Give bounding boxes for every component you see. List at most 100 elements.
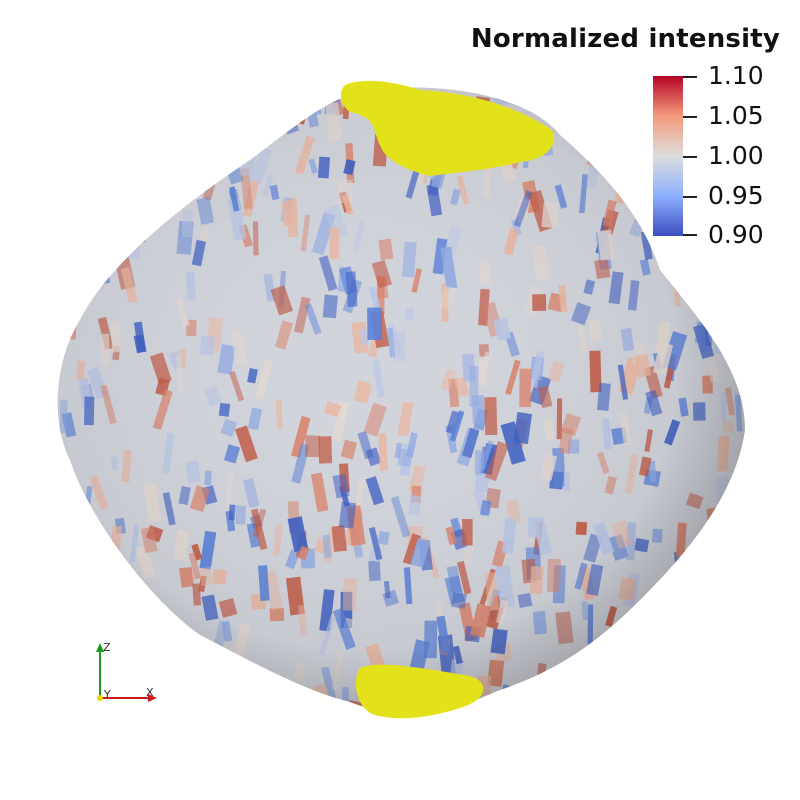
surface-patch bbox=[69, 108, 90, 152]
surface-patch bbox=[295, 707, 320, 713]
surface-patch bbox=[261, 701, 278, 713]
surface-patch bbox=[746, 352, 768, 389]
surface-patch bbox=[687, 96, 696, 114]
surface-patch bbox=[220, 665, 231, 704]
surface-patch bbox=[347, 719, 356, 733]
surface-patch bbox=[95, 228, 115, 268]
surface-patch bbox=[166, 656, 177, 687]
surface-patch bbox=[143, 105, 156, 144]
surface-patch bbox=[702, 626, 723, 664]
surface-patch bbox=[675, 566, 691, 606]
surface-patch bbox=[559, 87, 577, 120]
axis-x-label: X bbox=[146, 686, 154, 699]
surface-patch bbox=[240, 103, 252, 142]
surface-patch bbox=[291, 723, 301, 739]
surface-patch bbox=[72, 158, 82, 181]
surface-patch bbox=[135, 142, 146, 161]
surface-patch bbox=[69, 598, 84, 619]
surface-patch bbox=[129, 111, 144, 133]
surface-patch bbox=[61, 478, 75, 514]
surface-patch bbox=[708, 288, 720, 329]
surface-patch bbox=[76, 198, 86, 229]
surface-patch bbox=[639, 138, 653, 170]
orientation-axes bbox=[96, 643, 157, 702]
surface-patch bbox=[660, 674, 675, 708]
surface-patch bbox=[60, 673, 71, 693]
surface-patch bbox=[715, 654, 734, 692]
surface-patch bbox=[114, 624, 125, 645]
surface-patch bbox=[83, 612, 93, 628]
surface-patch bbox=[64, 683, 76, 699]
surface-patch bbox=[704, 645, 724, 681]
surface-patch bbox=[681, 697, 697, 713]
surface-patch bbox=[65, 604, 82, 641]
surface-patch bbox=[688, 247, 706, 289]
surface-patch bbox=[719, 706, 733, 713]
surface-patch bbox=[704, 260, 722, 296]
axis-z-label: Z bbox=[103, 641, 111, 654]
surface-patch bbox=[257, 89, 273, 126]
surface-patch bbox=[125, 604, 139, 636]
surface-patch bbox=[719, 656, 740, 682]
surface-patch bbox=[183, 636, 193, 674]
surface-patch bbox=[595, 662, 618, 692]
colorbar-tick bbox=[683, 234, 697, 236]
surface-patch bbox=[697, 671, 709, 696]
surface-patch bbox=[590, 672, 598, 688]
surface-patch bbox=[83, 509, 95, 536]
surface-patch bbox=[155, 626, 166, 664]
surface-patch bbox=[732, 331, 745, 368]
surface-patch bbox=[57, 111, 76, 155]
surface-patch bbox=[616, 708, 638, 713]
surface-patch bbox=[62, 625, 73, 645]
surface-patch bbox=[702, 721, 721, 756]
surface-patch bbox=[232, 678, 248, 713]
south-masked-region bbox=[355, 664, 484, 719]
surface-patch bbox=[663, 648, 681, 667]
surface-patch bbox=[626, 641, 642, 677]
surface-patch bbox=[706, 697, 725, 713]
surface-patch bbox=[608, 656, 625, 682]
surface-patch bbox=[745, 249, 759, 266]
surface-patch bbox=[698, 87, 708, 118]
surface-patch bbox=[649, 700, 665, 713]
surface-patch bbox=[110, 153, 117, 172]
surface-patch bbox=[57, 270, 71, 289]
surface-patch bbox=[741, 614, 745, 631]
surface-patch bbox=[689, 664, 704, 688]
surface-patch bbox=[702, 560, 716, 580]
surface-patch bbox=[640, 724, 655, 743]
surface-patch bbox=[571, 102, 583, 135]
colorbar-tick-label: 0.90 bbox=[708, 220, 764, 249]
surface-patch bbox=[65, 166, 84, 199]
surface-patch bbox=[139, 707, 156, 713]
surface-patch bbox=[684, 177, 703, 211]
surface-patch bbox=[635, 709, 647, 713]
surface-patch bbox=[99, 568, 117, 598]
surface-patch bbox=[691, 267, 703, 307]
surface-patch bbox=[84, 172, 92, 188]
surface-patch bbox=[718, 707, 734, 713]
surface-patch bbox=[507, 709, 519, 713]
surface-patch bbox=[749, 522, 760, 552]
surface-patch bbox=[113, 191, 125, 208]
surface-patch bbox=[232, 708, 248, 713]
surface-patch bbox=[709, 657, 724, 696]
surface-patch bbox=[119, 713, 127, 732]
surface-patch bbox=[609, 87, 630, 110]
surface-patch bbox=[586, 125, 611, 169]
surface-patch bbox=[165, 97, 177, 124]
north-masked-region bbox=[340, 80, 555, 176]
surface-patch bbox=[177, 649, 195, 671]
surface-patch bbox=[618, 87, 636, 109]
surface-patch bbox=[624, 614, 631, 643]
surface-patch bbox=[713, 604, 724, 623]
surface-patch bbox=[80, 136, 90, 151]
surface-patch bbox=[682, 706, 701, 713]
surface-patch bbox=[545, 712, 569, 713]
surface-patch bbox=[520, 698, 535, 713]
surface-patch bbox=[672, 248, 686, 280]
surface-patch bbox=[86, 170, 101, 208]
colorbar-tick-label: 1.05 bbox=[708, 101, 764, 130]
